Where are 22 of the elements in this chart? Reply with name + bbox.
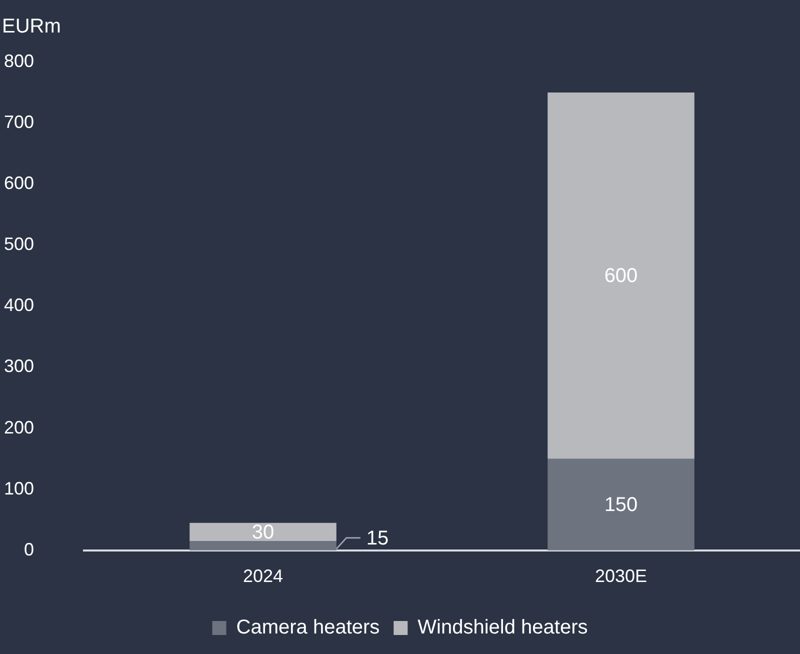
data-label: 15: [366, 527, 389, 550]
y-tick-label: 600: [4, 173, 34, 194]
y-tick-label: 800: [4, 50, 34, 71]
y-tick-label: 200: [4, 417, 34, 438]
x-tick-label: 2024: [242, 566, 284, 586]
x-tick-label: 2030E: [594, 566, 648, 586]
data-label: 600: [604, 265, 638, 288]
legend-label: Camera heaters: [236, 616, 380, 639]
bar: [548, 458, 694, 550]
bar: [548, 92, 694, 459]
bar: [190, 522, 336, 542]
y-axis-title: EURm: [2, 16, 61, 38]
y-tick-label: 500: [4, 234, 34, 254]
y-tick-label: 700: [4, 112, 34, 132]
bar: [190, 541, 336, 550]
y-tick-label: 300: [4, 356, 34, 376]
y-tick-label: 400: [4, 295, 34, 316]
legend-label: Windshield heaters: [418, 616, 588, 639]
data-label: 30: [252, 522, 274, 544]
y-tick-label: 100: [4, 478, 34, 498]
data-label: 150: [604, 494, 638, 516]
y-tick-label: 0: [24, 539, 34, 560]
